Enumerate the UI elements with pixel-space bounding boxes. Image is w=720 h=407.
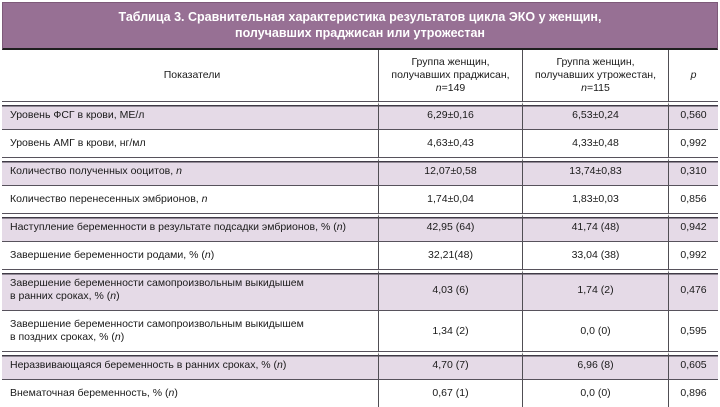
header-row: Показатели Группа женщин, получавших пра… [2, 50, 718, 102]
cell-utrozhestan-value: 1,83±0,03 [522, 186, 668, 214]
cell-p-value: 0,605 [668, 352, 718, 380]
cell-pradzhisan-value: 42,95 (64) [378, 214, 522, 242]
column-header-group-utrozhestan: Группа женщин, получавших утрожестан, n=… [522, 50, 668, 102]
table-title: Таблица 3. Сравнительная характеристика … [2, 2, 718, 50]
cell-p-value: 0,310 [668, 158, 718, 186]
cell-pradzhisan-value: 6,29±0,16 [378, 102, 522, 130]
cell-utrozhestan-value: 13,74±0,83 [522, 158, 668, 186]
table-row: Количество полученных ооцитов, n 12,07±0… [2, 158, 718, 186]
table-row: Завершение беременности родами, % (n) 32… [2, 242, 718, 270]
table-row: Завершение беременности самопроизвольным… [2, 311, 718, 352]
row-label: Количество полученных ооцитов, n [2, 158, 378, 186]
cell-pradzhisan-value: 1,34 (2) [378, 311, 522, 352]
cell-utrozhestan-value: 0,0 (0) [522, 311, 668, 352]
cell-pradzhisan-value: 4,03 (6) [378, 270, 522, 311]
cell-p-value: 0,560 [668, 102, 718, 130]
row-label: Внематочная беременность, % (n) [2, 380, 378, 407]
cell-pradzhisan-value: 12,07±0,58 [378, 158, 522, 186]
cell-utrozhestan-value: 0,0 (0) [522, 380, 668, 407]
cell-utrozhestan-value: 6,53±0,24 [522, 102, 668, 130]
table-row: Количество перенесенных эмбрионов, n 1,7… [2, 186, 718, 214]
cell-utrozhestan-value: 6,96 (8) [522, 352, 668, 380]
row-label: Уровень ФСГ в крови, МЕ/л [2, 102, 378, 130]
table-row: Завершение беременности самопроизвольным… [2, 270, 718, 311]
row-label: Завершение беременности самопроизвольным… [2, 311, 378, 352]
cell-pradzhisan-value: 4,63±0,43 [378, 130, 522, 158]
row-label: Наступление беременности в результате по… [2, 214, 378, 242]
column-header-group-pradzhisan: Группа женщин, получавших праджисан, n=1… [378, 50, 522, 102]
cell-pradzhisan-value: 0,67 (1) [378, 380, 522, 407]
cell-p-value: 0,856 [668, 186, 718, 214]
cell-utrozhestan-value: 4,33±0,48 [522, 130, 668, 158]
comparison-table: Показатели Группа женщин, получавших пра… [2, 50, 718, 407]
row-label: Уровень АМГ в крови, нг/мл [2, 130, 378, 158]
row-label: Завершение беременности самопроизвольным… [2, 270, 378, 311]
cell-p-value: 0,992 [668, 130, 718, 158]
cell-p-value: 0,896 [668, 380, 718, 407]
table-row: Неразвивающаяся беременность в ранних ср… [2, 352, 718, 380]
cell-p-value: 0,476 [668, 270, 718, 311]
cell-pradzhisan-value: 32,21(48) [378, 242, 522, 270]
cell-utrozhestan-value: 41,74 (48) [522, 214, 668, 242]
table-row: Наступление беременности в результате по… [2, 214, 718, 242]
row-label: Неразвивающаяся беременность в ранних ср… [2, 352, 378, 380]
table-row: Внематочная беременность, % (n) 0,67 (1)… [2, 380, 718, 407]
cell-pradzhisan-value: 4,70 (7) [378, 352, 522, 380]
cell-p-value: 0,992 [668, 242, 718, 270]
cell-p-value: 0,595 [668, 311, 718, 352]
cell-pradzhisan-value: 1,74±0,04 [378, 186, 522, 214]
column-header-indicators: Показатели [2, 50, 378, 102]
table-row: Уровень ФСГ в крови, МЕ/л 6,29±0,16 6,53… [2, 102, 718, 130]
cell-utrozhestan-value: 33,04 (38) [522, 242, 668, 270]
cell-utrozhestan-value: 1,74 (2) [522, 270, 668, 311]
row-label: Количество перенесенных эмбрионов, n [2, 186, 378, 214]
column-header-p-value: p [668, 50, 718, 102]
row-label: Завершение беременности родами, % (n) [2, 242, 378, 270]
cell-p-value: 0,942 [668, 214, 718, 242]
table-row: Уровень АМГ в крови, нг/мл 4,63±0,43 4,3… [2, 130, 718, 158]
